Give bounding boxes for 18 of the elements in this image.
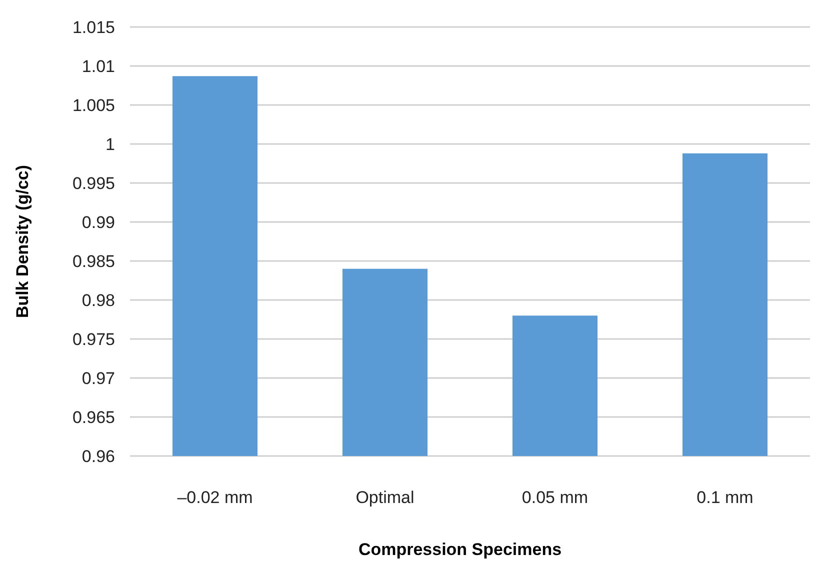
y-tick-label: 1 <box>106 134 115 154</box>
y-tick-label: 1.005 <box>72 96 115 115</box>
y-tick-label: 0.98 <box>82 290 115 310</box>
x-tick-label: 0.1 mm <box>696 488 754 507</box>
x-tick-label: 0.05 mm <box>522 488 588 507</box>
x-tick-label: Optimal <box>356 488 414 507</box>
y-tick-label: 0.96 <box>82 446 115 466</box>
y-tick-label: 1.015 <box>72 18 115 37</box>
y-tick-label: 0.97 <box>82 368 115 388</box>
y-tick-label: 0.975 <box>72 330 115 349</box>
x-tick-label: –0.02 mm <box>177 488 253 507</box>
y-axis-title: Bulk Density (g/cc) <box>13 164 32 318</box>
x-axis-title: Compression Specimens <box>358 540 562 559</box>
y-tick-label: 0.99 <box>82 212 115 232</box>
y-tick-label: 0.985 <box>72 252 115 271</box>
y-tick-label: 0.965 <box>72 408 115 427</box>
y-tick-label: 1.01 <box>82 56 115 76</box>
y-tick-label: 0.995 <box>72 174 115 193</box>
